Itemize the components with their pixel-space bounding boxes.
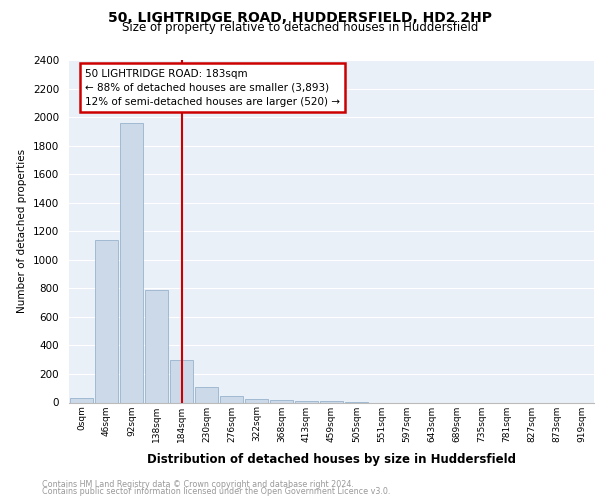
Bar [270,400,293,402]
Bar [95,240,118,402]
X-axis label: Distribution of detached houses by size in Huddersfield: Distribution of detached houses by size … [147,453,516,466]
Text: Size of property relative to detached houses in Huddersfield: Size of property relative to detached ho… [122,22,478,35]
Bar [170,360,193,403]
Bar [220,396,243,402]
Bar [295,401,318,402]
Y-axis label: Number of detached properties: Number of detached properties [17,149,28,314]
Text: Contains HM Land Registry data © Crown copyright and database right 2024.: Contains HM Land Registry data © Crown c… [42,480,354,489]
Text: 50 LIGHTRIDGE ROAD: 183sqm
← 88% of detached houses are smaller (3,893)
12% of s: 50 LIGHTRIDGE ROAD: 183sqm ← 88% of deta… [85,68,340,106]
Text: Contains public sector information licensed under the Open Government Licence v3: Contains public sector information licen… [42,487,391,496]
Bar [245,398,268,402]
Bar [195,387,218,402]
Text: 50, LIGHTRIDGE ROAD, HUDDERSFIELD, HD2 2HP: 50, LIGHTRIDGE ROAD, HUDDERSFIELD, HD2 2… [108,11,492,25]
Bar [70,398,93,402]
Bar [120,123,143,402]
Bar [145,290,168,403]
